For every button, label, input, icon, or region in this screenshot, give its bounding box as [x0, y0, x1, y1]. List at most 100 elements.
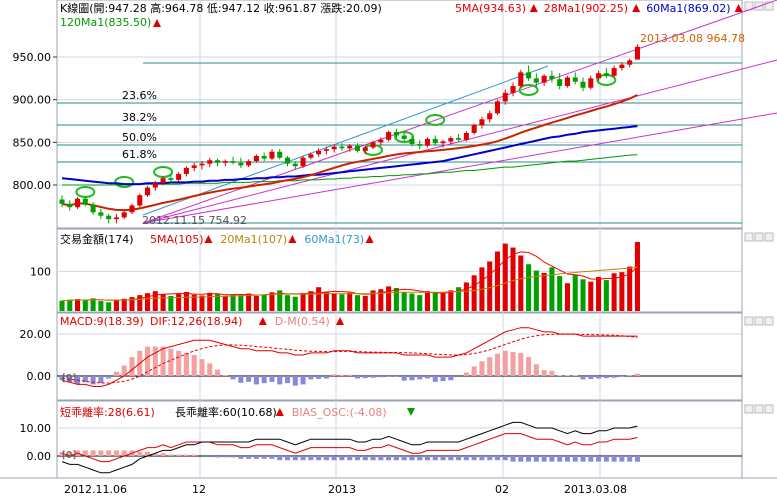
- x-axis-label: 2013.03.08: [564, 483, 627, 496]
- highlight-ellipse: [114, 176, 135, 188]
- macd-osc-bar: [331, 374, 337, 376]
- volume-bar: [424, 291, 431, 311]
- macd-osc-bar: [323, 376, 329, 379]
- candle-body: [168, 178, 174, 180]
- bias-legend: BIAS_OSC:(-4.08): [292, 406, 387, 419]
- macd-osc-bar: [277, 376, 283, 385]
- bias-osc-bar: [269, 456, 275, 459]
- price-ma-legend: 60Ma1(869.02): [646, 2, 730, 15]
- bias-osc-bar: [424, 456, 431, 461]
- chart-labels: 950.00 900.00 850.00 800.00 23.6% 38.2% 50.0% 6…: [13, 1, 745, 496]
- x-axis-label: 2013: [328, 483, 356, 496]
- ma60-line: [61, 125, 638, 186]
- bias-osc-bar: [113, 450, 119, 456]
- volume-bar: [214, 293, 221, 311]
- macd-osc-bar: [152, 346, 158, 376]
- macd-header: MACD:9(18.39): [60, 315, 144, 328]
- candle-body: [627, 60, 633, 65]
- bias-osc-bar: [510, 456, 516, 462]
- candle-body: [300, 157, 306, 167]
- volume-bar: [230, 294, 236, 311]
- volume-bar: [603, 280, 609, 311]
- candle-body: [137, 195, 143, 206]
- bias-short-line: [61, 433, 638, 463]
- macd-osc-bar: [308, 376, 314, 380]
- macd-osc-bar: [246, 376, 252, 382]
- volume-bar: [238, 295, 244, 311]
- candle-body: [580, 81, 586, 88]
- macd-osc-bar: [611, 376, 617, 378]
- panel-frame-0: [56, 0, 743, 229]
- bias-osc-bar: [378, 456, 384, 461]
- volume-bar: [176, 293, 182, 311]
- volume-bar: [393, 288, 399, 311]
- volume-bar: [417, 295, 423, 311]
- macd-osc-bar: [90, 376, 96, 385]
- macd-osc-bar: [386, 376, 392, 377]
- price-ytick-label: 900.00: [13, 94, 52, 107]
- panel-frame-3: [56, 400, 743, 479]
- candle-body: [588, 78, 594, 88]
- volume-bar: [316, 287, 322, 311]
- candle-body: [362, 147, 368, 151]
- bias-osc-bar: [487, 456, 493, 461]
- bias-ytick-label: 0.00: [27, 450, 52, 463]
- price-ma-legend: 28Ma1(902.25): [544, 2, 628, 15]
- volume-bar: [456, 287, 462, 311]
- candle-body: [121, 212, 127, 218]
- volume-bar: [448, 290, 454, 311]
- candle-body: [75, 198, 81, 208]
- candle-body: [557, 79, 563, 87]
- macd-osc-bar: [253, 376, 259, 385]
- bias-osc-bar: [619, 456, 625, 462]
- macd-osc-bar: [479, 361, 485, 376]
- macd-ytick-label: 0.00: [27, 370, 52, 383]
- candle-body: [316, 150, 322, 155]
- panel-control-icon: [744, 404, 754, 414]
- price-ytick-label: 800.00: [13, 179, 52, 192]
- bias-osc-bar: [417, 456, 423, 461]
- bias-osc-bar: [370, 456, 376, 461]
- bias-osc-bar: [549, 456, 555, 462]
- macd-osc-bar: [541, 370, 547, 376]
- candle-body: [284, 157, 291, 164]
- volume-bar: [199, 295, 205, 311]
- candle-body: [619, 64, 625, 69]
- candle-body: [611, 68, 617, 76]
- volume-bar: [145, 293, 151, 311]
- bias-osc-bar: [284, 456, 291, 461]
- volume-bar: [253, 295, 259, 311]
- macd-osc-bar: [106, 376, 112, 379]
- high-annotation: 2013.03.08 964.78: [640, 32, 745, 45]
- volume-bar: [580, 279, 586, 311]
- macd-osc-bar: [619, 376, 625, 377]
- volume-bar: [347, 292, 353, 311]
- candle-body: [533, 78, 539, 83]
- price-ytick-label: 950.00: [13, 51, 52, 64]
- candle-body: [292, 163, 298, 167]
- macd-dif-line: [61, 327, 638, 387]
- bias-osc-bar: [222, 456, 228, 458]
- candle-body: [339, 146, 345, 149]
- fibonacci-lines: [57, 62, 742, 224]
- volume-bar: [183, 291, 189, 311]
- legend-up-arrow: [153, 19, 161, 27]
- macd-osc-bar: [183, 352, 189, 376]
- macd-osc-bar: [230, 376, 236, 380]
- candle-body: [308, 154, 314, 158]
- candle-body: [502, 92, 508, 102]
- candle-body: [222, 161, 228, 163]
- macd-legend: DIF:12,26(18.94): [150, 315, 242, 328]
- bias-osc-bar: [456, 456, 462, 461]
- bias-osc-bar: [261, 456, 267, 459]
- bias-osc-bar: [90, 450, 96, 456]
- candle-body: [417, 144, 423, 146]
- macd-osc-bar: [347, 374, 353, 376]
- macd-osc-bar: [409, 376, 415, 381]
- volume-bar: [378, 289, 384, 311]
- bias-osc-bar: [479, 456, 485, 461]
- volume-bar: [541, 272, 547, 311]
- candle-body: [393, 132, 399, 136]
- candle-body: [82, 198, 88, 205]
- x-axis-label: 02: [495, 483, 509, 496]
